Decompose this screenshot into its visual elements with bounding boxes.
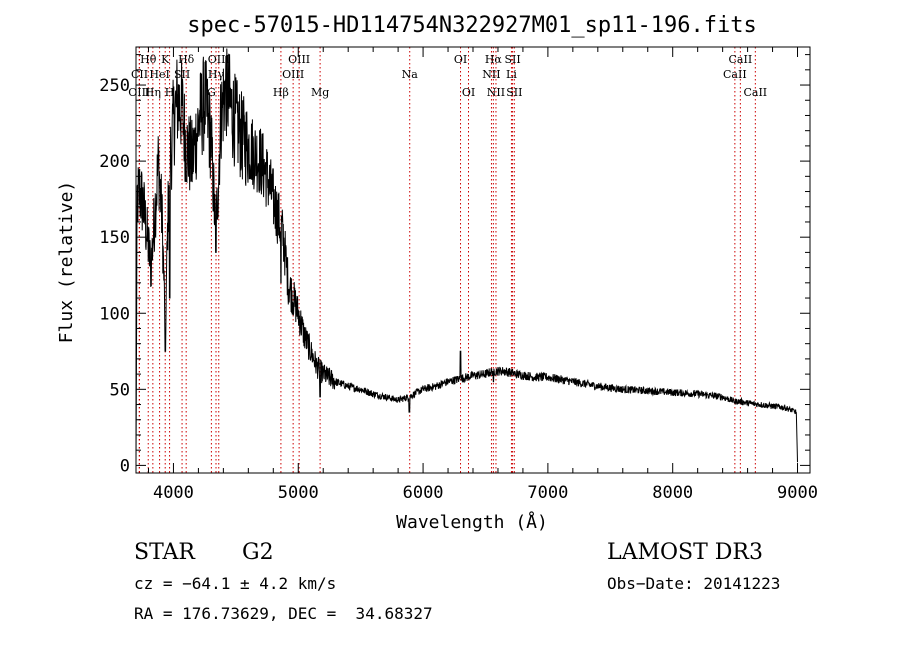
y-tick-label: 150 bbox=[99, 228, 130, 248]
line-label: Hθ bbox=[140, 53, 157, 66]
line-label: Hα bbox=[485, 53, 503, 66]
line-label: CaII bbox=[743, 86, 767, 99]
line-label: HeI bbox=[149, 68, 169, 81]
x-tick-label: 7000 bbox=[527, 483, 568, 503]
line-label: OIII bbox=[288, 53, 310, 66]
x-tick-label: 5000 bbox=[278, 483, 319, 503]
line-label: Hη bbox=[145, 86, 161, 99]
line-label: Na bbox=[402, 68, 419, 81]
line-label: SII bbox=[506, 86, 522, 99]
y-tick-label: 50 bbox=[110, 380, 130, 400]
x-tick-label: 9000 bbox=[777, 483, 818, 503]
y-tick-label: 0 bbox=[120, 456, 130, 476]
line-label: OIII bbox=[282, 68, 304, 81]
line-label: Mg bbox=[311, 86, 329, 99]
line-label: K bbox=[161, 53, 170, 66]
x-axis-label: Wavelength (Å) bbox=[396, 511, 548, 533]
line-label: CaII bbox=[723, 68, 747, 81]
y-tick-label: 200 bbox=[99, 152, 130, 172]
x-tick-label: 4000 bbox=[153, 483, 194, 503]
line-label: OIII bbox=[128, 86, 150, 99]
survey-name: LAMOST DR3 bbox=[607, 540, 763, 565]
y-axis-label: Flux (relative) bbox=[56, 181, 77, 344]
line-label: Li bbox=[506, 68, 517, 81]
chart-title: spec-57015-HD114754N322927M01_sp11-196.f… bbox=[187, 13, 757, 38]
object-subclass: G2 bbox=[242, 540, 274, 565]
line-label: Hδ bbox=[178, 53, 195, 66]
line-label: Hβ bbox=[273, 86, 289, 99]
x-tick-label: 8000 bbox=[652, 483, 693, 503]
x-tick-label: 6000 bbox=[403, 483, 444, 503]
line-label: SII bbox=[504, 53, 520, 66]
line-label: Hγ bbox=[208, 68, 225, 81]
spectrum-line bbox=[135, 48, 798, 463]
y-axis-ticks: 0 50 100 150 200 250 bbox=[99, 54, 810, 476]
coordinates-readout: RA = 176.73629, DEC = 34.68327 bbox=[134, 604, 433, 623]
line-label: CaII bbox=[729, 53, 753, 66]
line-label: NII bbox=[482, 68, 500, 81]
line-label: NII bbox=[487, 86, 505, 99]
y-tick-label: 100 bbox=[99, 304, 130, 324]
spectrum-chart: spec-57015-HD114754N322927M01_sp11-196.f… bbox=[56, 13, 818, 533]
line-label: G bbox=[207, 86, 216, 99]
line-label: CII bbox=[131, 68, 148, 81]
line-label: OIII bbox=[208, 53, 230, 66]
redshift-readout: cz = −64.1 ± 4.2 km/s bbox=[134, 574, 337, 593]
x-axis-ticks: 4000 5000 6000 7000 8000 9000 bbox=[147, 47, 818, 503]
line-label: OI bbox=[462, 86, 475, 99]
observation-date: Obs−Date: 20141223 bbox=[607, 574, 781, 593]
line-label: H bbox=[165, 86, 175, 99]
line-label: OI bbox=[454, 53, 467, 66]
y-tick-label: 250 bbox=[99, 76, 130, 96]
object-class: STAR bbox=[134, 540, 195, 565]
